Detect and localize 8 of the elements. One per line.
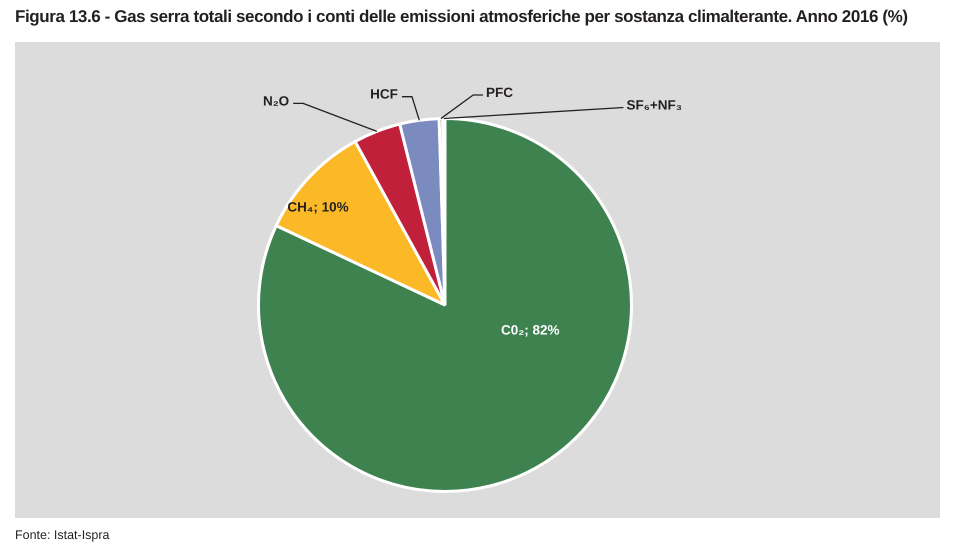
slice-label: CH₄; 10% xyxy=(287,200,349,215)
slice-label: C0₂; 82% xyxy=(500,322,560,338)
chart-title: Figura 13.6 - Gas serra totali secondo i conti delle emissioni atmosferiche per sostanza climalterante. Anno 2016 (%) xyxy=(15,7,908,27)
slice-label: SF₆+NF₃ xyxy=(626,97,682,112)
slice-label: PFC xyxy=(486,85,514,100)
slice-label: HCF xyxy=(370,86,398,102)
source-note: Fonte: Istat-Ispra xyxy=(15,528,110,542)
slice-label: N₂O xyxy=(262,93,290,108)
